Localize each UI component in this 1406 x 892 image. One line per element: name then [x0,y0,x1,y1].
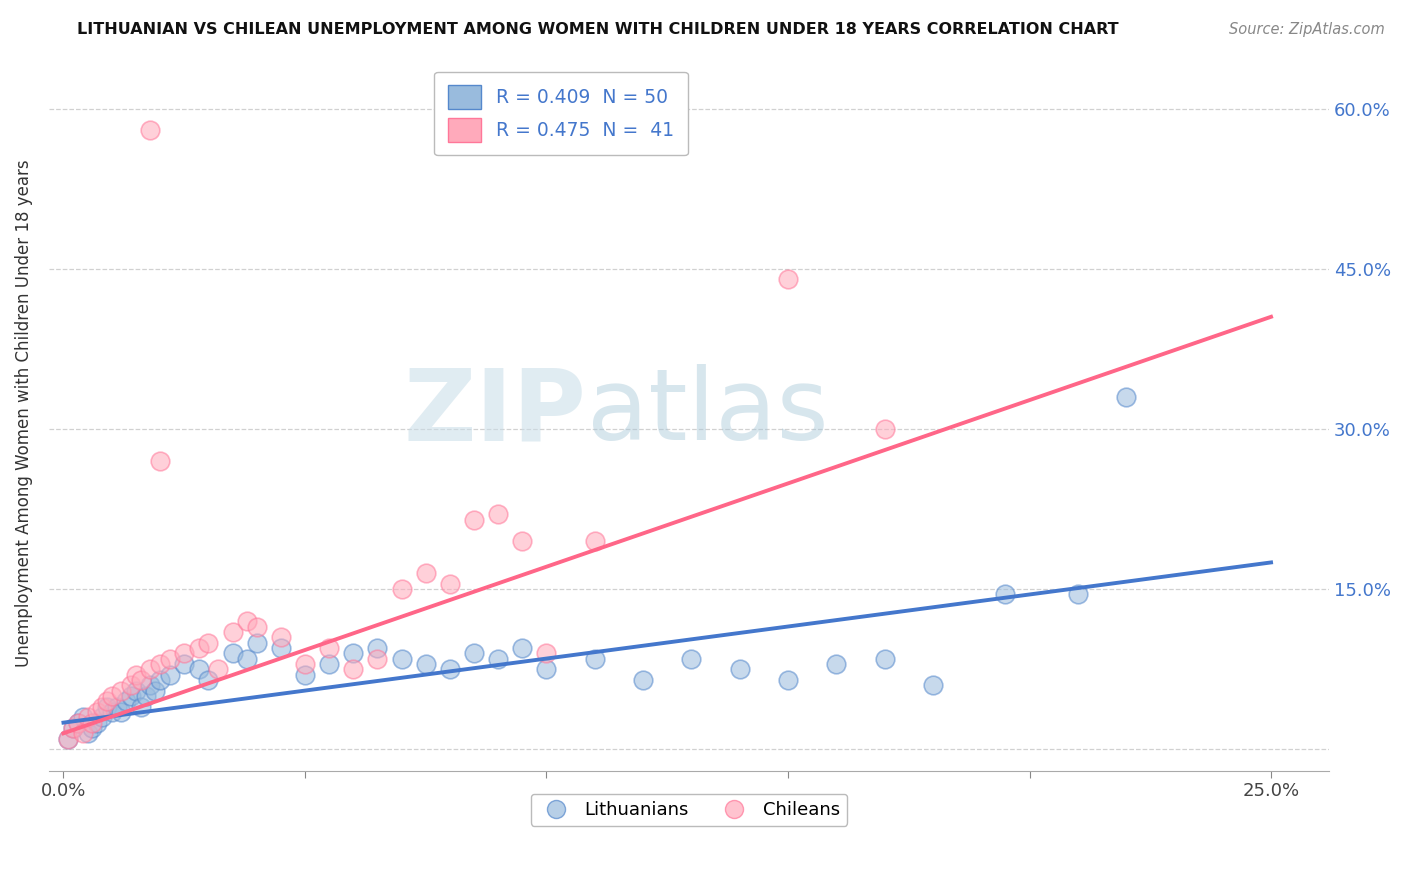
Point [486,651,509,665]
Point [512,534,534,549]
Point [246,635,269,649]
Text: atlas: atlas [586,365,828,461]
Point [221,646,243,660]
Point [135,689,157,703]
Point [86,705,108,719]
Point [91,699,114,714]
Point [236,614,259,628]
Point [66,715,89,730]
Point [318,640,340,655]
Point [149,673,172,687]
Point [76,726,98,740]
Point [922,678,945,692]
Point [86,715,108,730]
Point [139,123,162,137]
Text: LITHUANIAN VS CHILEAN UNEMPLOYMENT AMONG WOMEN WITH CHILDREN UNDER 18 YEARS CORR: LITHUANIAN VS CHILEAN UNEMPLOYMENT AMONG… [77,22,1119,37]
Point [125,667,148,681]
Point [583,534,606,549]
Point [873,651,896,665]
Point [115,694,138,708]
Point [294,657,316,671]
Point [187,662,209,676]
Point [342,662,364,676]
Point [62,721,84,735]
Point [631,673,654,687]
Point [366,651,388,665]
Point [825,657,848,671]
Point [391,582,413,596]
Point [415,566,437,581]
Point [318,657,340,671]
Point [1067,587,1090,601]
Point [120,678,142,692]
Point [125,683,148,698]
Point [72,726,94,740]
Point [91,710,114,724]
Point [58,731,80,746]
Point [129,699,152,714]
Point [463,513,485,527]
Point [536,662,558,676]
Point [236,651,259,665]
Point [486,508,509,522]
Point [197,635,219,649]
Point [415,657,437,671]
Text: Source: ZipAtlas.com: Source: ZipAtlas.com [1229,22,1385,37]
Point [110,683,132,698]
Point [463,646,485,660]
Point [149,657,172,671]
Point [366,640,388,655]
Point [728,662,751,676]
Point [100,689,122,703]
Point [62,721,84,735]
Point [439,576,461,591]
Point [776,673,799,687]
Point [1115,390,1137,404]
Point [66,715,89,730]
Point [246,619,269,633]
Point [143,683,166,698]
Point [120,689,142,703]
Point [536,646,558,660]
Point [159,651,181,665]
Point [159,667,181,681]
Point [294,667,316,681]
Point [270,640,292,655]
Point [221,624,243,639]
Point [187,640,209,655]
Point [776,272,799,286]
Point [342,646,364,660]
Point [994,587,1017,601]
Point [391,651,413,665]
Y-axis label: Unemployment Among Women with Children Under 18 years: Unemployment Among Women with Children U… [15,159,32,666]
Point [110,705,132,719]
Point [139,662,162,676]
Point [173,657,195,671]
Point [139,678,162,692]
Point [439,662,461,676]
Point [96,699,118,714]
Point [100,705,122,719]
Point [72,710,94,724]
Point [873,422,896,436]
Point [207,662,229,676]
Point [173,646,195,660]
Point [76,710,98,724]
Point [82,715,104,730]
Point [512,640,534,655]
Point [681,651,703,665]
Point [197,673,219,687]
Point [129,673,152,687]
Text: ZIP: ZIP [404,365,586,461]
Legend: Lithuanians, Chileans: Lithuanians, Chileans [530,794,848,826]
Point [270,630,292,644]
Point [96,694,118,708]
Point [149,454,172,468]
Point [82,721,104,735]
Point [58,731,80,746]
Point [583,651,606,665]
Point [105,699,128,714]
